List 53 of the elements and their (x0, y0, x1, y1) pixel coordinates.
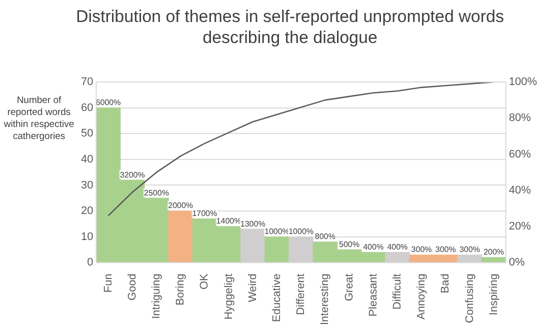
data-label: 300% (459, 245, 480, 254)
x-tick-label: Interesting (319, 274, 332, 326)
y-tick-label: 10 (80, 230, 94, 243)
y-tick-label: 70 (80, 76, 94, 88)
y2-tick-label: 100% (508, 76, 538, 88)
data-label: 300% (411, 245, 432, 254)
bar (481, 257, 506, 262)
chart-title: Distribution of themes in self-reported unprompted words describing the dialogue (74, 6, 506, 48)
data-label: 2500% (144, 188, 169, 198)
y-tick-label: 40 (80, 153, 94, 166)
y2-tick-label: 20% (508, 220, 532, 233)
x-tick-label: Bad (440, 274, 452, 294)
data-label: 400% (363, 242, 384, 252)
bar (168, 210, 193, 262)
x-tick-label: Inspiring (488, 274, 500, 316)
x-tick-label: Boring (174, 274, 187, 306)
data-label: 1700% (192, 208, 218, 218)
y-tick-label: 30 (80, 179, 94, 192)
y-tick-label: 20 (80, 205, 94, 218)
x-tick-label: Hyggeligt (222, 274, 235, 320)
y-axis-title: Number of reported words within respective cathergories (2, 95, 76, 143)
y-tick-label: 60 (80, 102, 94, 114)
x-tick-label: Intriguing (150, 274, 163, 319)
x-tick-label: Pleasant (367, 274, 380, 316)
data-label: 200% (484, 248, 504, 257)
data-label: 1400% (216, 216, 242, 226)
y-tick-label: 0 (87, 256, 94, 269)
x-tick-label: Annoying (416, 274, 428, 320)
x-tick-label: Fun (102, 274, 114, 293)
data-label: 500% (339, 240, 360, 249)
data-label: 6000% (96, 98, 121, 108)
x-tick-label: Great (343, 274, 356, 302)
bar (264, 236, 290, 262)
x-tick-label: Different (295, 274, 308, 316)
y2-tick-label: 40% (508, 184, 532, 196)
x-tick-label: OK (198, 272, 211, 290)
x-tick-label: Weird (246, 274, 259, 302)
data-label: 800% (314, 232, 336, 242)
data-label: 1300% (240, 219, 266, 228)
data-label: 300% (435, 245, 456, 254)
y-tick-label: 50 (80, 128, 94, 140)
data-label: 1000% (288, 227, 314, 236)
x-tick-label: Confusing (464, 274, 476, 324)
y2-tick-label: 60% (508, 148, 532, 160)
y2-tick-label: 0% (508, 256, 525, 269)
x-tick-label: Educative (270, 274, 283, 322)
data-label: 400% (387, 242, 408, 252)
y2-tick-label: 80% (508, 112, 532, 124)
data-label: 3200% (120, 170, 145, 180)
data-label: 2000% (168, 201, 194, 210)
x-tick-label: Good (126, 274, 138, 301)
data-label: 1000% (264, 227, 290, 236)
x-tick-label: Difficult (391, 274, 404, 310)
